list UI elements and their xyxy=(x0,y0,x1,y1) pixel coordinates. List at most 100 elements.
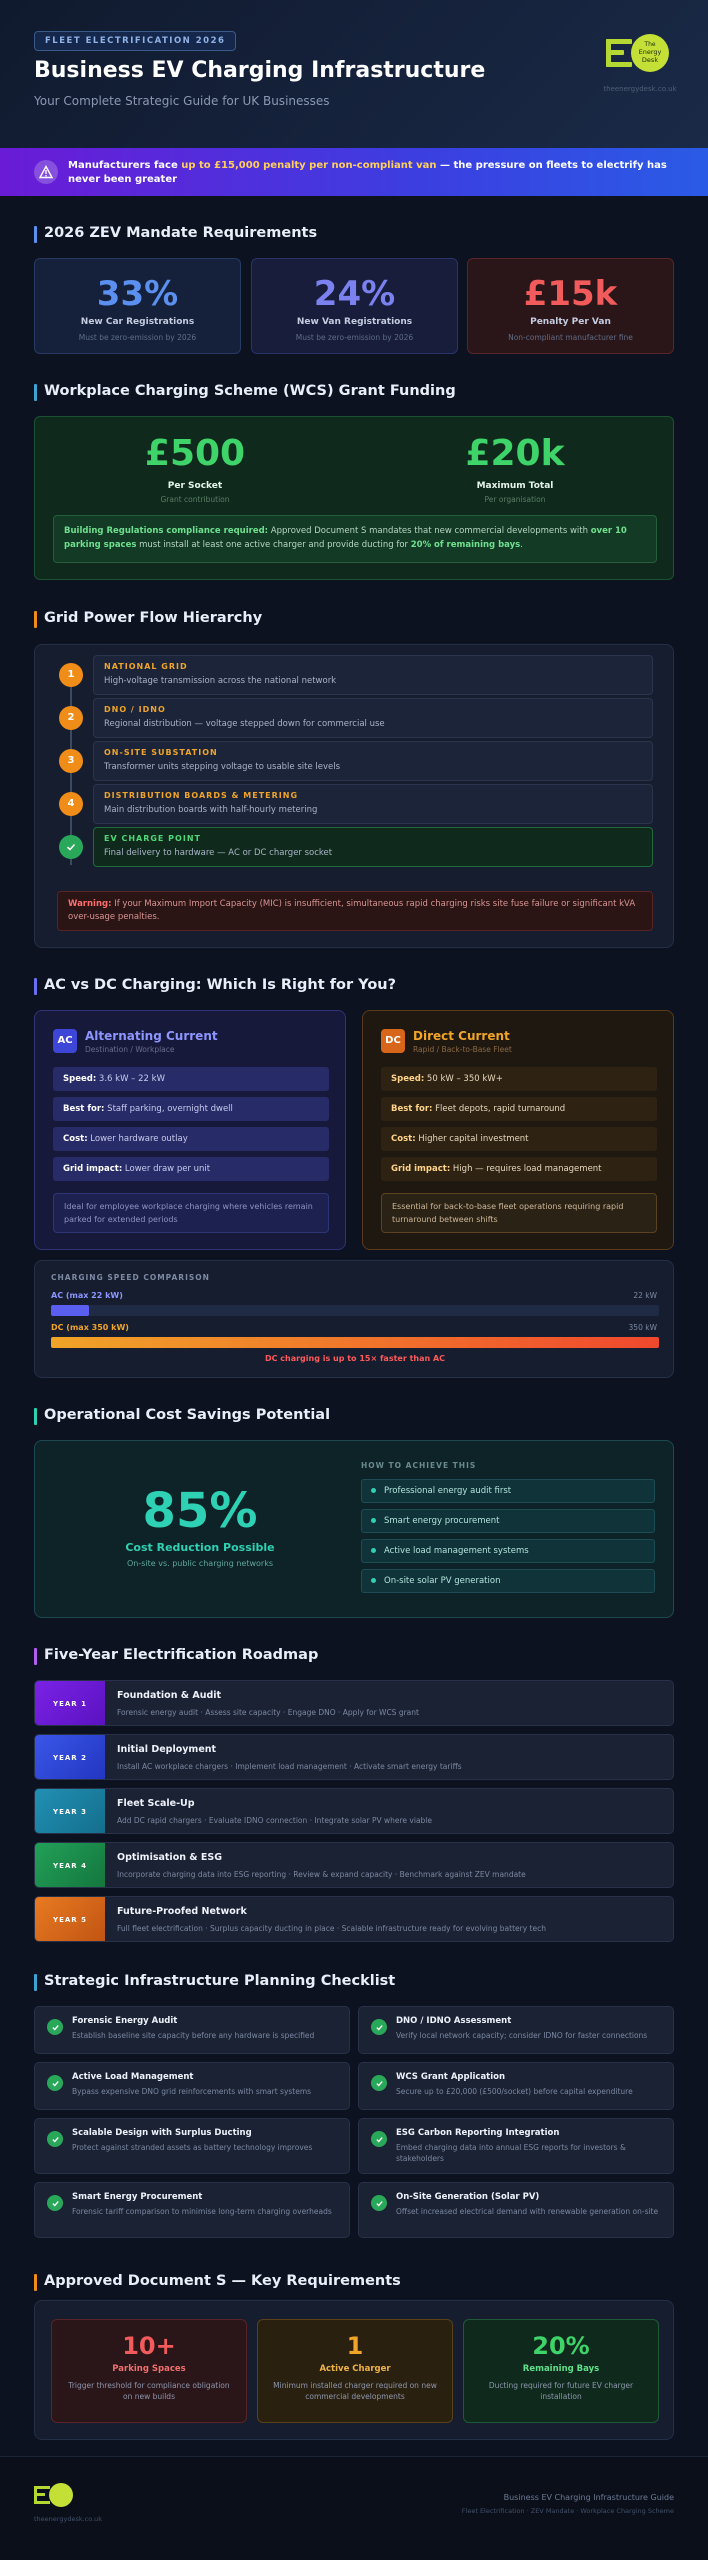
footer-tags: Fleet Electrification · ZEV Mandate · Wo… xyxy=(461,2507,674,2515)
checklist-item: Active Load Management Bypass expensive … xyxy=(34,2062,350,2110)
roadmap-desc: Incorporate charging data into ESG repor… xyxy=(117,1870,526,1879)
doc-s-card: 20% Remaining Bays Ducting required for … xyxy=(463,2319,659,2423)
year-badge: YEAR 1 xyxy=(35,1681,105,1725)
roadmap-desc: Full fleet electrification · Surplus cap… xyxy=(117,1924,546,1933)
page-title: Business EV Charging Infrastructure xyxy=(34,58,486,83)
doc-s-note: Ducting required for future EV charger i… xyxy=(488,2381,634,2401)
grid-step: NATIONAL GRID High-voltage transmission … xyxy=(93,655,653,695)
checklist-title: Scalable Design with Surplus Ducting xyxy=(72,2128,252,2138)
step-title: ON-SITE SUBSTATION xyxy=(104,748,218,757)
checklist-item: Smart Energy Procurement Forensic tariff… xyxy=(34,2182,350,2238)
energy-desk-logo: The Energy Desk xyxy=(606,34,669,72)
savings-panel: 85% Cost Reduction Possible On-site vs. … xyxy=(34,1440,674,1618)
doc-s-panel: 10+ Parking Spaces Trigger threshold for… xyxy=(34,2300,674,2440)
dc-speed-track xyxy=(51,1337,659,1348)
stat-label: New Car Registrations xyxy=(80,317,195,327)
grant-note: Per organisation xyxy=(484,495,546,504)
grant-max-total: £20k Maximum Total Per organisation xyxy=(355,433,675,504)
step-desc: Transformer units stepping voltage to us… xyxy=(104,762,341,772)
ac-row: Cost: Lower hardware outlay xyxy=(53,1127,329,1151)
check-icon xyxy=(371,2131,387,2147)
check-icon xyxy=(47,2131,63,2147)
step-title: EV CHARGE POINT xyxy=(104,834,201,843)
grant-value: £20k xyxy=(465,433,565,474)
how-item: On-site solar PV generation xyxy=(361,1569,655,1593)
check-icon xyxy=(47,2075,63,2091)
stat-card-penalty: £15k Penalty Per Van Non-compliant manuf… xyxy=(467,258,674,354)
section-heading-acdc: AC vs DC Charging: Which Is Right for Yo… xyxy=(34,977,396,995)
checklist-desc: Bypass expensive DNO grid reinforcements… xyxy=(72,2087,312,2096)
dc-row: Best for: Fleet depots, rapid turnaround xyxy=(381,1097,657,1121)
banner-text: Manufacturers face up to £15,000 penalty… xyxy=(68,160,667,185)
dc-badge: DC xyxy=(381,1029,405,1053)
svg-text:Desk: Desk xyxy=(642,56,658,64)
penalty-banner: Manufacturers face up to £15,000 penalty… xyxy=(0,148,708,196)
checklist-title: DNO / IDNO Assessment xyxy=(396,2016,512,2026)
dc-speed-value: 350 kW xyxy=(628,1323,657,1332)
step-desc: High-voltage transmission across the nat… xyxy=(104,676,337,686)
ac-badge: AC xyxy=(53,1029,77,1053)
grant-label: Per Socket xyxy=(167,481,223,491)
svg-text:Energy: Energy xyxy=(639,48,662,56)
ac-speed-label: AC (max 22 kW) xyxy=(51,1291,123,1300)
building-regs-note: Building Regulations compliance required… xyxy=(53,515,657,563)
checklist-desc: Verify local network capacity; consider … xyxy=(396,2031,648,2040)
step-number: 4 xyxy=(59,792,83,816)
roadmap-title: Optimisation & ESG xyxy=(117,1852,223,1863)
ac-speed-bar xyxy=(51,1305,90,1316)
ac-row: Grid impact: Lower draw per unit xyxy=(53,1157,329,1181)
savings-note: On-site vs. public charging networks xyxy=(126,1559,273,1568)
ac-subtitle: Destination / Workplace xyxy=(85,1045,175,1054)
stat-label: Penalty Per Van xyxy=(530,317,611,327)
doc-s-label: Remaining Bays xyxy=(522,2364,600,2374)
section-heading-grid: Grid Power Flow Hierarchy xyxy=(34,610,262,628)
speed-comparison: CHARGING SPEED COMPARISON AC (max 22 kW)… xyxy=(34,1260,674,1378)
checklist-title: Forensic Energy Audit xyxy=(72,2016,178,2026)
section-heading-savings: Operational Cost Savings Potential xyxy=(34,1407,330,1425)
roadmap-title: Initial Deployment xyxy=(117,1744,217,1755)
bullet-icon xyxy=(371,1578,376,1583)
doc-s-label: Parking Spaces xyxy=(112,2364,186,2374)
step-number: 1 xyxy=(59,663,83,687)
doc-s-label: Active Charger xyxy=(319,2364,391,2374)
roadmap-row: YEAR 4 Optimisation & ESG Incorporate ch… xyxy=(34,1842,674,1888)
dc-note: Essential for back-to-base fleet operati… xyxy=(381,1193,657,1233)
check-icon xyxy=(371,2019,387,2035)
ac-speed-value: 22 kW xyxy=(633,1291,657,1300)
how-item: Active load management systems xyxy=(361,1539,655,1563)
section-heading-zev: 2026 ZEV Mandate Requirements xyxy=(34,225,317,243)
section-heading-checklist: Strategic Infrastructure Planning Checkl… xyxy=(34,1973,395,1991)
footer-url: theenergydesk.co.uk xyxy=(34,2515,103,2523)
ac-row: Speed: 3.6 kW – 22 kW xyxy=(53,1067,329,1091)
checklist-title: ESG Carbon Reporting Integration xyxy=(396,2128,560,2138)
checklist-item: Scalable Design with Surplus Ducting Pro… xyxy=(34,2118,350,2174)
check-icon xyxy=(59,835,83,859)
doc-s-value: 1 xyxy=(346,2332,364,2360)
page-subtitle: Your Complete Strategic Guide for UK Bus… xyxy=(34,94,330,108)
roadmap-desc: Forensic energy audit · Assess site capa… xyxy=(117,1708,419,1717)
check-icon xyxy=(371,2195,387,2211)
stat-label: New Van Registrations xyxy=(296,317,413,327)
speed-heading: CHARGING SPEED COMPARISON xyxy=(51,1273,210,1282)
checklist-desc: Embed charging data into annual ESG repo… xyxy=(396,2143,626,2163)
ac-note: Ideal for employee workplace charging wh… xyxy=(53,1193,329,1233)
year-badge: YEAR 2 xyxy=(35,1735,105,1779)
dc-row: Grid impact: High — requires load manage… xyxy=(381,1157,657,1181)
ac-card: AC Alternating Current Destination / Wor… xyxy=(34,1010,346,1250)
grid-flow-panel: 1 NATIONAL GRID High-voltage transmissio… xyxy=(34,644,674,948)
roadmap-row: YEAR 3 Fleet Scale-Up Add DC rapid charg… xyxy=(34,1788,674,1834)
step-title: NATIONAL GRID xyxy=(104,662,188,671)
grid-step: DISTRIBUTION BOARDS & METERING Main dist… xyxy=(93,784,653,824)
year-badge: YEAR 3 xyxy=(35,1789,105,1833)
grid-step: ON-SITE SUBSTATION Transformer units ste… xyxy=(93,741,653,781)
step-desc: Regional distribution — voltage stepped … xyxy=(104,719,385,729)
how-heading: HOW TO ACHIEVE THIS xyxy=(361,1461,477,1470)
checklist-title: WCS Grant Application xyxy=(396,2072,506,2082)
grid-step-final: EV CHARGE POINT Final delivery to hardwa… xyxy=(93,827,653,867)
ac-title: Alternating Current xyxy=(85,1029,218,1043)
roadmap-title: Future-Proofed Network xyxy=(117,1906,247,1917)
year-badge: YEAR 4 xyxy=(35,1843,105,1887)
stat-note: Non-compliant manufacturer fine xyxy=(508,333,633,342)
doc-s-note: Minimum installed charger required on ne… xyxy=(273,2381,437,2401)
bullet-icon xyxy=(371,1548,376,1553)
